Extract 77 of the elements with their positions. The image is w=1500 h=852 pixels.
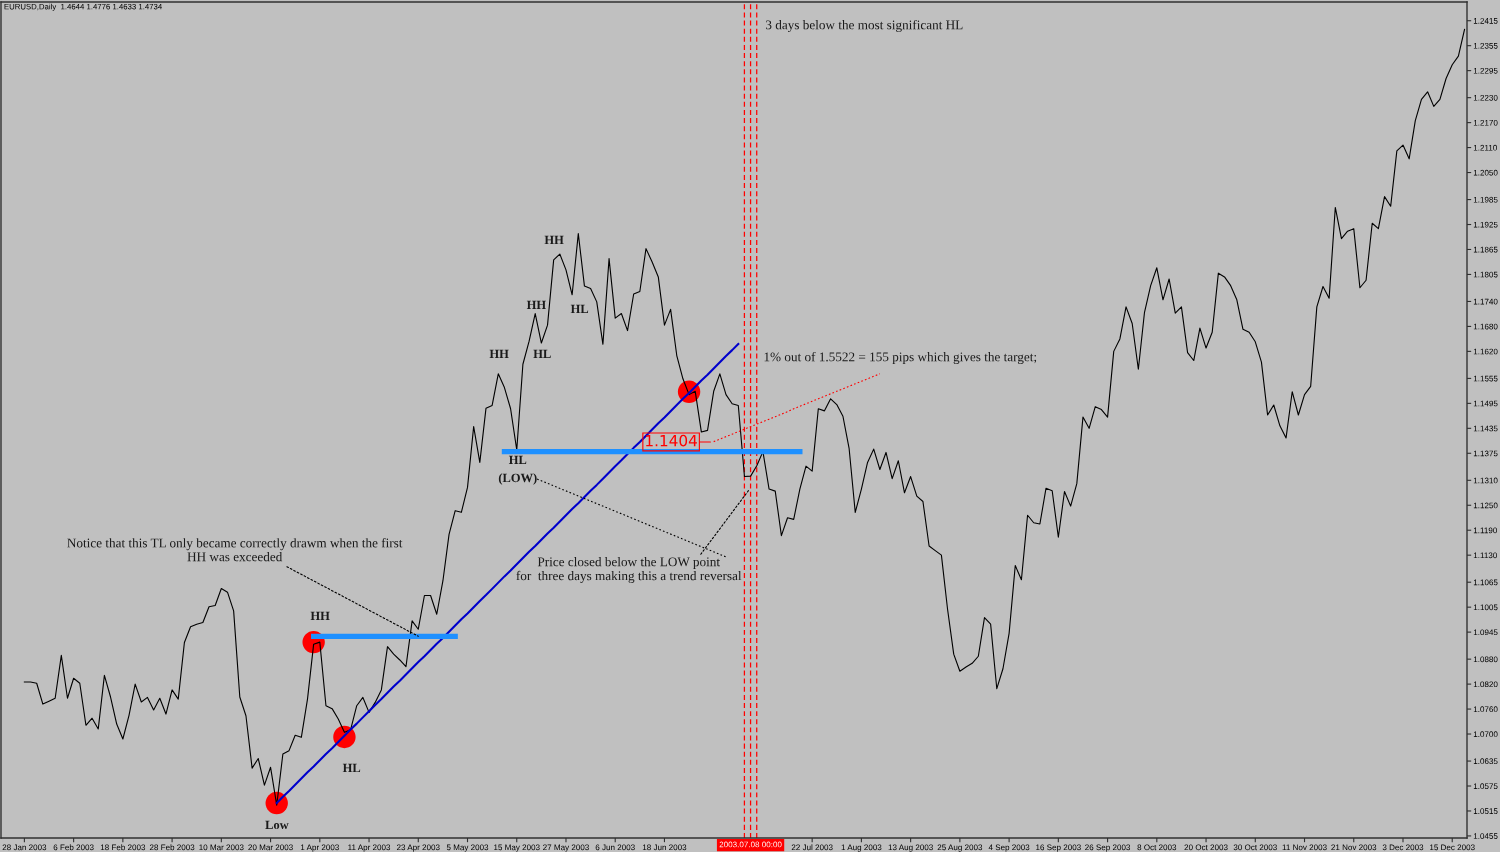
text: 2003.07.08 00:00 — [719, 841, 782, 848]
x-tick-label: 1 Apr 2003 — [300, 844, 339, 852]
x-tick-label: 1 Aug 2003 — [841, 844, 882, 852]
y-tick-label: 1.1005 — [1473, 604, 1498, 611]
x-tick-label: 30 Oct 2003 — [1233, 844, 1277, 851]
y-tick-label: 1.0880 — [1473, 656, 1498, 663]
y-tick-label: 1.0455 — [1473, 833, 1498, 839]
y-tick-label: 1.0760 — [1473, 706, 1498, 713]
x-tick-label: 22 Jul 2003 — [791, 844, 833, 851]
y-tick-label: 1.1620 — [1473, 348, 1498, 355]
x-tick-label: 4 Sep 2003 — [988, 844, 1030, 852]
y-tick-label: 1.1985 — [1473, 196, 1498, 203]
y-tick-label: 1.0700 — [1473, 731, 1498, 738]
y-tick-label: 1.1925 — [1473, 221, 1498, 228]
y-tick-label: 1.2110 — [1473, 144, 1497, 151]
y-tick-label: 1.1555 — [1473, 375, 1498, 382]
annotation: HL — [342, 763, 361, 773]
annotation: 3 days below the most significant HL — [766, 19, 963, 33]
x-tick-label: 8 Oct 2003 — [1137, 844, 1177, 851]
x-tick-label: 10 Mar 2003 — [199, 844, 244, 851]
y-tick-label: 1.2230 — [1473, 94, 1498, 101]
x-tick-label: 26 Sep 2003 — [1085, 844, 1131, 852]
x-tick-label: 23 Apr 2003 — [396, 844, 440, 852]
x-tick-label: 15 Dec 2003 — [1430, 844, 1475, 851]
x-tick-label: 13 Aug 2003 — [888, 844, 933, 852]
y-tick-label: 1.2415 — [1473, 18, 1498, 24]
annotation: Low — [265, 820, 289, 830]
annotation: HH — [310, 611, 330, 620]
x-tick-label: 20 Oct 2003 — [1184, 844, 1228, 851]
x-tick-label: 28 Feb 2003 — [149, 844, 195, 851]
annotation: HL — [508, 455, 527, 464]
y-tick-label: 1.1190 — [1473, 527, 1497, 534]
y-tick-label: 1.1865 — [1473, 246, 1498, 253]
x-tick-label: 18 Feb 2003 — [100, 844, 146, 851]
y-tick-label: 1.0945 — [1473, 629, 1498, 636]
annotation: HL — [570, 304, 589, 313]
x-tick-label: 16 Sep 2003 — [1036, 844, 1081, 852]
x-tick-label: 3 Dec 2003 — [1382, 844, 1424, 851]
x-tick-label: 15 May 2003 — [494, 844, 540, 852]
x-tick-label: 28 Jan 2003 — [2, 844, 47, 851]
x-tick-label: 11 Apr 2003 — [348, 844, 391, 852]
y-tick-label: 1.0635 — [1473, 758, 1498, 765]
x-tick-label: 20 Mar 2003 — [248, 844, 293, 851]
y-tick-label: 1.0515 — [1473, 808, 1498, 814]
y-tick-label: 1.1065 — [1473, 579, 1498, 586]
y-tick-label: 1.1495 — [1473, 400, 1498, 407]
y-tick-label: 1.1740 — [1473, 298, 1498, 305]
y-tick-label: 1.2295 — [1473, 67, 1498, 74]
annotation: HH — [489, 349, 509, 358]
y-tick-label: 1.1680 — [1473, 323, 1498, 330]
annotation: HL — [533, 349, 551, 358]
x-tick-label: 11 Nov 2003 — [1282, 844, 1327, 851]
x-tick-label: 6 Feb 2003 — [53, 844, 94, 851]
annotation: (LOW) — [498, 473, 537, 485]
annotation: Notice that this TL only became correctly drawm when the first HH was exceeded — [67, 538, 403, 562]
annotation: HH — [544, 235, 564, 245]
y-tick-label: 1.1250 — [1473, 502, 1498, 509]
y-tick-label: 1.1805 — [1473, 271, 1498, 278]
x-tick-label: 27 May 2003 — [543, 844, 589, 852]
y-tick-label: 1.1435 — [1473, 425, 1498, 432]
annotation: 1% out of 1.5522 = 155 pips which gives the target; — [764, 351, 1037, 365]
x-tick-label: 18 Jun 2003 — [642, 844, 687, 851]
y-tick-label: 1.1130 — [1473, 552, 1497, 559]
y-tick-label: 1.1375 — [1473, 450, 1498, 457]
y-tick-label: 1.2050 — [1473, 169, 1498, 176]
x-tick-label: 21 Nov 2003 — [1331, 844, 1377, 851]
y-tick-label: 1.1310 — [1473, 477, 1498, 484]
x-tick-label: 5 May 2003 — [446, 844, 489, 852]
annotation: HH — [526, 300, 546, 309]
x-tick-label: 25 Aug 2003 — [937, 844, 983, 852]
annotation: 1.1404 — [646, 434, 697, 447]
y-tick-label: 1.0575 — [1473, 783, 1498, 790]
y-tick-label: 1.2170 — [1473, 119, 1498, 126]
x-tick-label: 6 Jun 2003 — [595, 844, 635, 851]
y-tick-label: 1.0820 — [1473, 681, 1498, 688]
annotation: Price closed below the LOW point for three days making this a trend reversal — [516, 557, 742, 583]
y-tick-label: 1.2355 — [1473, 42, 1498, 49]
